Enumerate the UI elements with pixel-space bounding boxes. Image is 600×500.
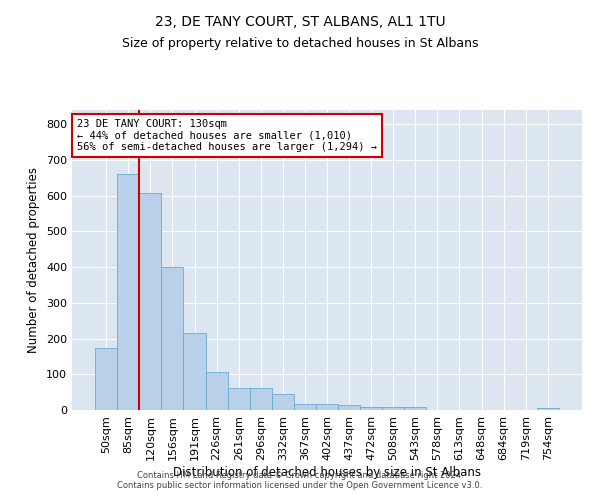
Bar [338,405,360,410]
Bar [95,348,117,410]
Bar [250,388,272,410]
Bar [360,407,382,410]
Bar [161,267,184,410]
Y-axis label: Number of detached properties: Number of detached properties [28,167,40,353]
X-axis label: Distribution of detached houses by size in St Albans: Distribution of detached houses by size … [173,466,481,478]
Bar [117,174,139,410]
Bar [139,193,161,410]
Bar [184,333,206,410]
Bar [206,372,227,410]
Text: Size of property relative to detached houses in St Albans: Size of property relative to detached ho… [122,38,478,51]
Bar [316,404,338,410]
Text: 23 DE TANY COURT: 130sqm
← 44% of detached houses are smaller (1,010)
56% of sem: 23 DE TANY COURT: 130sqm ← 44% of detach… [77,119,377,152]
Bar [272,394,294,410]
Bar [382,407,404,410]
Bar [294,404,316,410]
Text: Contains HM Land Registry data © Crown copyright and database right 2024.
Contai: Contains HM Land Registry data © Crown c… [118,470,482,490]
Bar [404,407,427,410]
Bar [227,388,250,410]
Bar [537,408,559,410]
Text: 23, DE TANY COURT, ST ALBANS, AL1 1TU: 23, DE TANY COURT, ST ALBANS, AL1 1TU [155,15,445,29]
